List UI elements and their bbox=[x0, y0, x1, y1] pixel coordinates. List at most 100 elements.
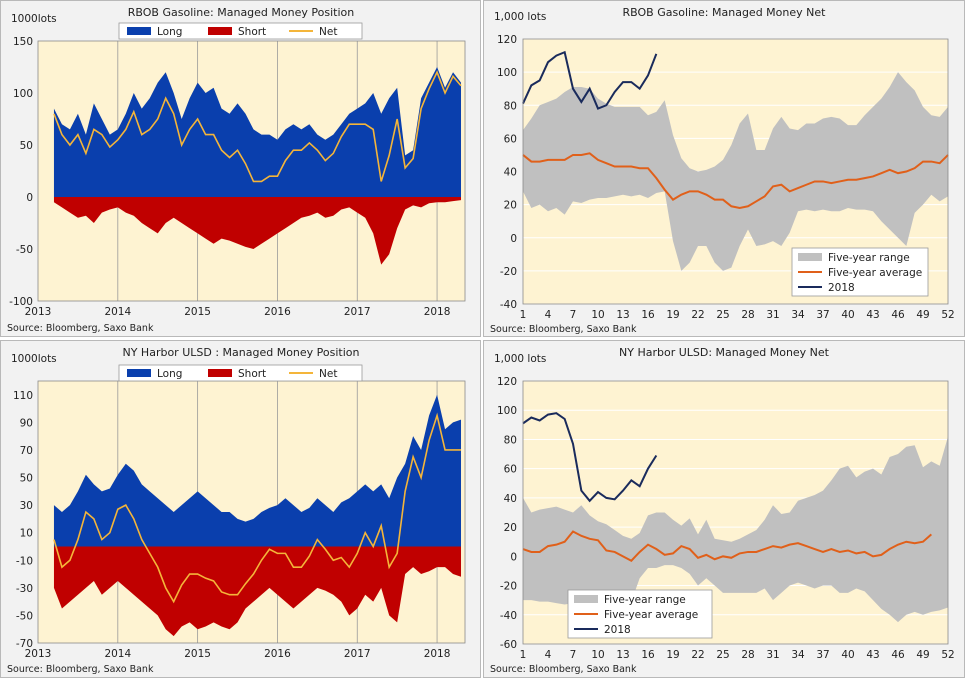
net-line bbox=[53, 412, 462, 604]
source-note: Source: Bloomberg, Saxo Bank bbox=[7, 323, 154, 334]
rbob-position-panel: -100 -50 0 50 100 150 2013 2014 2015 2016 2017 2018… bbox=[0, 0, 481, 337]
x-tick-label: 4 bbox=[545, 649, 552, 661]
long-area bbox=[53, 67, 462, 197]
x-tick-label: 52 bbox=[941, 649, 954, 661]
legend-label-five-year-average: Five-year average bbox=[828, 267, 922, 279]
x-tick-label: 19 bbox=[666, 649, 679, 661]
x-tick-label: 46 bbox=[891, 649, 905, 661]
x-tick-label: 16 bbox=[641, 649, 655, 661]
chart-title: NY Harbor ULSD : Managed Money Position bbox=[122, 346, 359, 359]
legend-label-short: Short bbox=[238, 368, 266, 380]
x-tick-label: 7 bbox=[570, 649, 577, 661]
y-tick-label: 0 bbox=[510, 551, 517, 563]
x-tick-label: 2014 bbox=[104, 648, 131, 660]
short-area bbox=[53, 197, 462, 265]
y-tick-label: 0 bbox=[26, 192, 33, 204]
x-tick-label: 2013 bbox=[25, 306, 52, 318]
x-tick-label: 2017 bbox=[344, 306, 371, 318]
y-tick-label: 40 bbox=[504, 167, 517, 179]
rbob-net-panel: -40 -20 0 20 40 60 80 100 120 1 4 7 10 13 16 19 22 25 28 31… bbox=[483, 0, 965, 337]
x-tick-label: 13 bbox=[616, 649, 629, 661]
y-tick-label: 90 bbox=[20, 417, 33, 429]
y-tick-label: 80 bbox=[504, 100, 517, 112]
y-tick-label: -60 bbox=[500, 639, 517, 651]
long-area bbox=[53, 394, 462, 547]
five-year-average-line bbox=[522, 152, 949, 209]
legend-label-2018: 2018 bbox=[604, 624, 631, 636]
x-tick-label: 2018 bbox=[424, 648, 451, 660]
x-tick-label: 25 bbox=[716, 649, 729, 661]
y-tick-label: 60 bbox=[504, 464, 517, 476]
net-line bbox=[53, 70, 462, 183]
x-tick-label: 37 bbox=[816, 649, 829, 661]
y-tick-label: -30 bbox=[16, 583, 33, 595]
y-tick-label: -10 bbox=[16, 555, 33, 567]
y-tick-label: -40 bbox=[500, 299, 517, 311]
ulsd-position-panel: -70 -50 -30 -10 10 30 50 70 90 110 2013 2014 2015 201… bbox=[0, 340, 481, 678]
x-tick-label: 49 bbox=[916, 649, 929, 661]
y-tick-label: 40 bbox=[504, 493, 517, 505]
x-tick-label: 7 bbox=[570, 309, 577, 321]
legend-swatch-five-year-range bbox=[798, 253, 822, 261]
chart-title: NY Harbor ULSD: Managed Money Net bbox=[619, 346, 830, 359]
x-tick-label: 2013 bbox=[25, 648, 52, 660]
y-tick-label: 60 bbox=[504, 133, 517, 145]
x-tick-label: 28 bbox=[741, 649, 754, 661]
rbob-net-chart: -40 -20 0 20 40 60 80 100 120 1 4 7 10 13 16 19 22 25 28 31… bbox=[490, 6, 955, 335]
y-tick-label: 120 bbox=[497, 34, 517, 46]
y-tick-label: 100 bbox=[13, 88, 33, 100]
y-tick-label: 100 bbox=[497, 405, 517, 417]
x-tick-label: 22 bbox=[691, 309, 704, 321]
plot-border bbox=[522, 380, 949, 645]
unit-label: 1000lots bbox=[11, 13, 57, 25]
y-tick-label: 50 bbox=[20, 140, 33, 152]
x-tick-label: 16 bbox=[641, 309, 655, 321]
five-year-range-band bbox=[523, 436, 948, 623]
x-tick-label: 2017 bbox=[344, 648, 371, 660]
y-tick-label: 110 bbox=[13, 390, 33, 402]
y-tick-label: -70 bbox=[16, 638, 33, 650]
x-tick-label: 49 bbox=[916, 309, 929, 321]
legend-swatch-long bbox=[127, 369, 151, 377]
ulsd-position-chart: -70 -50 -30 -10 10 30 50 70 90 110 2013 2014 2015 201… bbox=[7, 346, 466, 675]
rbob-position-chart: -100 -50 0 50 100 150 2013 2014 2015 2016 2017 2018… bbox=[7, 6, 466, 334]
x-tick-label: 2016 bbox=[264, 306, 291, 318]
y-tick-label: 20 bbox=[504, 200, 517, 212]
legend-box bbox=[118, 22, 363, 40]
line-2018 bbox=[522, 412, 658, 503]
plot-border bbox=[37, 40, 466, 302]
five-year-range-band bbox=[523, 72, 948, 271]
x-tick-label: 46 bbox=[891, 309, 905, 321]
x-tick-label: 43 bbox=[866, 649, 879, 661]
short-area bbox=[53, 546, 462, 637]
x-tick-label: 1 bbox=[520, 649, 527, 661]
legend-label-2018: 2018 bbox=[828, 282, 855, 294]
x-tick-label: 4 bbox=[545, 309, 552, 321]
five-year-average-line bbox=[522, 530, 932, 562]
y-tick-label: -40 bbox=[500, 610, 517, 622]
source-note: Source: Bloomberg, Saxo Bank bbox=[490, 664, 637, 675]
legend-label-net: Net bbox=[319, 26, 337, 38]
ulsd-net-panel: -60 -40 -20 0 20 40 60 80 100 120 1 4 7 10 13 16 19 22 25 2… bbox=[483, 340, 965, 678]
y-tick-label: 150 bbox=[13, 36, 33, 48]
x-tick-label: 2015 bbox=[184, 648, 211, 660]
y-tick-label: 80 bbox=[504, 434, 517, 446]
y-tick-label: -100 bbox=[9, 296, 33, 308]
y-tick-label: 50 bbox=[20, 473, 33, 485]
legend-label-five-year-range: Five-year range bbox=[828, 252, 910, 264]
legend-label-net: Net bbox=[319, 368, 337, 380]
legend-label-five-year-average: Five-year average bbox=[604, 609, 698, 621]
x-tick-label: 2015 bbox=[184, 306, 211, 318]
unit-label: 1,000 lots bbox=[494, 353, 546, 365]
x-tick-label: 34 bbox=[791, 309, 805, 321]
y-tick-label: -20 bbox=[500, 581, 517, 593]
x-tick-label: 31 bbox=[766, 649, 779, 661]
y-tick-label: -20 bbox=[500, 266, 517, 278]
x-tick-label: 13 bbox=[616, 309, 629, 321]
x-tick-label: 10 bbox=[591, 309, 604, 321]
x-tick-label: 52 bbox=[941, 309, 954, 321]
y-tick-label: 20 bbox=[504, 522, 517, 534]
source-note: Source: Bloomberg, Saxo Bank bbox=[7, 664, 154, 675]
legend-swatch-five-year-range bbox=[574, 595, 598, 603]
x-tick-label: 10 bbox=[591, 649, 604, 661]
